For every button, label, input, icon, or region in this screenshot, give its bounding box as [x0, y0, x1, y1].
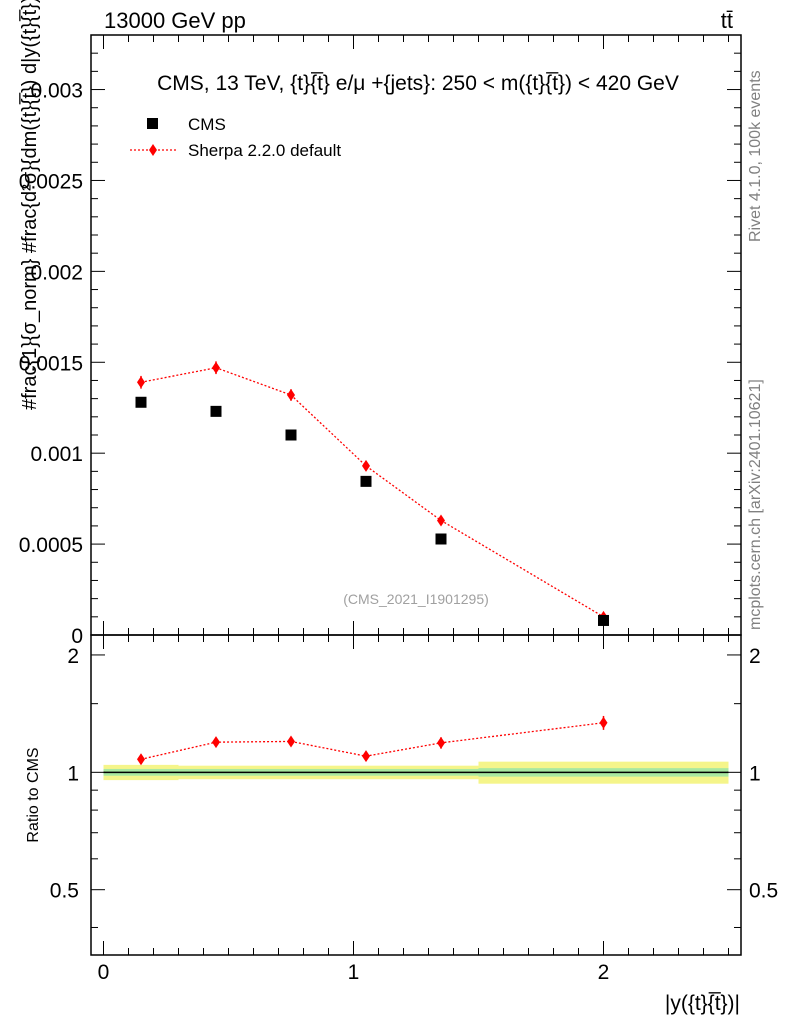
- ratio-ytick-label: 0.5: [50, 880, 79, 903]
- main-ytick-label: 0.0005: [19, 534, 83, 557]
- main-ytick-label: 0.003: [30, 80, 83, 103]
- ratio-xtick-label: 0: [98, 961, 110, 984]
- ratio-sherpa-line: [140, 722, 604, 760]
- energy-label: 13000 GeV pp: [104, 8, 246, 33]
- analysis-tag: (CMS_2021_I1901295): [343, 591, 489, 607]
- main-ytick-label: 0.001: [30, 443, 83, 466]
- cms-point: [285, 429, 297, 441]
- ratio-uncertainty-band: [103, 761, 729, 784]
- legend: CMS Sherpa 2.2.0 default: [130, 115, 341, 160]
- sherpa-point: [287, 389, 295, 401]
- ratio-sherpa-point: [599, 716, 608, 729]
- ratio-ytick-label-right: 1: [749, 762, 761, 785]
- legend-sherpa-label: Sherpa 2.2.0 default: [188, 141, 341, 160]
- main-axis-ticks: 0 0.0005 0.001 0.0015 0.002 0.0025 0.003: [19, 34, 741, 648]
- ratio-sherpa-point: [212, 736, 220, 749]
- ratio-ytick-label-right: 2: [749, 645, 761, 668]
- main-ytick-label: 0: [71, 625, 83, 648]
- main-title: CMS, 13 TeV, {t}{̅t} e/μ +{jets}: 250 < …: [157, 72, 679, 95]
- main-data-layer: [135, 361, 609, 626]
- ratio-axis-ticks: 0.5 0.5 1 1 2 2 0 1 2: [50, 635, 778, 984]
- cms-point: [210, 405, 222, 417]
- ratio-xtick-label: 1: [348, 961, 360, 984]
- legend-cms-label: CMS: [188, 115, 226, 134]
- cms-point: [135, 396, 147, 408]
- mcplots-label: mcplots.cern.ch [arXiv:2401.10621]: [747, 379, 764, 630]
- ratio-sherpa-point: [362, 750, 370, 763]
- cms-point: [435, 533, 447, 545]
- ratio-ytick-label-right: 0.5: [749, 880, 778, 903]
- ratio-frame: [90, 634, 742, 956]
- rivet-version-label: Rivet 4.1.0, 100k events: [747, 70, 764, 242]
- ratio-sherpa-point: [437, 736, 445, 749]
- x-axis-title: |y({t}{̅t})|: [665, 992, 740, 1015]
- cms-point: [360, 475, 372, 487]
- ratio-data-layer: [137, 715, 608, 766]
- ratio-xtick-label: 2: [598, 961, 610, 984]
- main-y-axis-title: #frac{1}{σ_norm} #frac{d²σ}{dm({t}{̅t}) …: [18, 0, 41, 410]
- main-ytick-label: 0.002: [30, 261, 83, 284]
- main-ytick-label: 0.0015: [19, 352, 83, 375]
- legend-sherpa-marker: [149, 144, 157, 156]
- ratio-panel: 0.5 0.5 1 1 2 2 0 1 2 Ratio to CMS |y({t}{̅t})|: [25, 634, 778, 1015]
- sherpa-point: [137, 376, 145, 389]
- sherpa-point: [437, 514, 445, 527]
- cms-point: [598, 614, 609, 626]
- sherpa-point: [362, 459, 370, 472]
- process-label: tt̄: [721, 8, 733, 33]
- ratio-sherpa-point: [287, 735, 295, 748]
- ratio-ytick-label: 1: [67, 762, 79, 785]
- legend-cms-marker: [147, 118, 158, 129]
- ratio-sherpa-point: [137, 753, 145, 766]
- ratio-ytick-label: 2: [67, 645, 79, 668]
- ratio-y-axis-title: Ratio to CMS: [25, 747, 42, 842]
- sherpa-point: [212, 361, 220, 374]
- sherpa-line: [140, 367, 604, 618]
- main-ytick-label: 0.0025: [19, 170, 83, 193]
- main-panel: 0 0.0005 0.001 0.0015 0.002 0.0025 0.003 CMS, …: [18, 0, 742, 648]
